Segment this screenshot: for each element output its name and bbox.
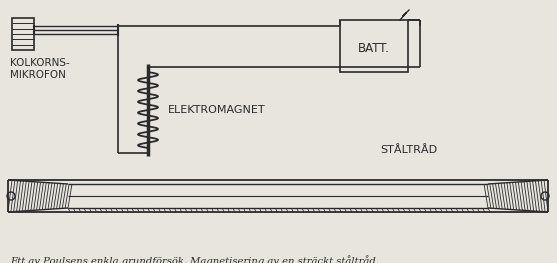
Text: STÅLTRÅD: STÅLTRÅD [380, 145, 437, 155]
Text: ELEKTROMAGNET: ELEKTROMAGNET [168, 105, 266, 115]
Bar [12, 18, 34, 50]
Bar [340, 20, 408, 72]
Text: KOLKORNS-
MIKROFON: KOLKORNS- MIKROFON [10, 58, 70, 80]
Text: Ett av Poulsens enkla grundförsök. Magnetisering av en sträckt ståltråd.: Ett av Poulsens enkla grundförsök. Magne… [10, 255, 379, 263]
Text: BATT.: BATT. [358, 42, 390, 54]
